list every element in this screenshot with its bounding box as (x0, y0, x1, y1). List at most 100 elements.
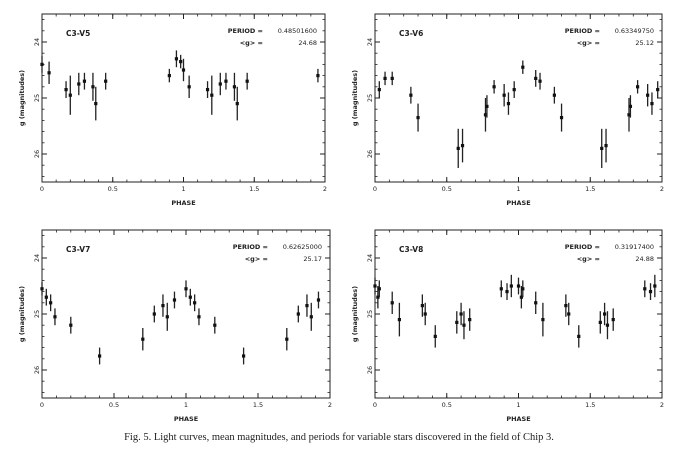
data-point (521, 287, 525, 291)
data-point (152, 312, 156, 316)
y-tick-label: 25 (366, 310, 374, 318)
star-label: C3-V5 (66, 29, 90, 38)
x-tick-label: 1 (181, 185, 185, 193)
data-point (519, 295, 523, 299)
data-point (552, 93, 556, 97)
plot-frame (374, 229, 663, 399)
x-tick-label: 0 (40, 401, 44, 409)
y-tick-label: 26 (33, 366, 41, 374)
data-point (468, 318, 472, 322)
x-tick-label: 1 (184, 401, 188, 409)
data-point (98, 354, 102, 358)
data-point (197, 315, 201, 319)
data-point (165, 315, 169, 319)
data-point (538, 79, 542, 83)
data-point (377, 287, 381, 291)
period-label: PERIOD = (565, 27, 600, 35)
data-point (646, 93, 650, 97)
data-point (210, 93, 214, 97)
mean-magnitude-value: 25.17 (303, 255, 322, 263)
data-point (104, 79, 108, 83)
data-point (512, 88, 516, 92)
data-point (305, 304, 309, 308)
data-point (605, 323, 610, 327)
x-tick-label: 1.5 (585, 401, 595, 409)
mean-magnitude-label: <g> = (245, 255, 268, 263)
x-tick-label: 0 (373, 185, 377, 193)
plot-frame (374, 13, 663, 183)
x-tick-label: 2 (323, 185, 327, 193)
data-point (509, 284, 513, 288)
data-point (188, 295, 192, 299)
y-axis-label: g (magnitudes) (18, 286, 26, 342)
data-point (534, 301, 538, 305)
x-tick-label: 0.5 (109, 401, 119, 409)
plot-frame (41, 13, 326, 183)
data-point (577, 334, 581, 338)
data-point (492, 85, 496, 89)
data-point (172, 298, 177, 302)
data-point (600, 146, 604, 150)
data-point (179, 60, 183, 64)
star-label: C3-V8 (399, 245, 423, 254)
period-value: 0.48501600 (278, 27, 317, 35)
x-tick-label: 1.5 (585, 185, 595, 193)
data-point (47, 71, 51, 75)
y-tick-label: 24 (366, 38, 374, 46)
mean-magnitude-value: 25.12 (635, 39, 654, 47)
data-point (235, 102, 239, 106)
data-point (309, 315, 313, 319)
data-point (77, 82, 81, 86)
light-curve-panel: 0 0.5 1 1.5 2 24 25 26 PHASE g (magnitudes) C3-V8 P… (351, 229, 664, 423)
data-point (521, 65, 525, 69)
data-point (603, 312, 607, 316)
data-point (316, 74, 320, 78)
data-point (541, 318, 545, 322)
data-point (224, 79, 228, 83)
x-tick-label: 0 (40, 185, 44, 193)
light-curve-panel: 0 0.5 1 1.5 2 24 25 26 PHASE g (magnitudes) C3-V5 P… (18, 13, 327, 207)
data-point (648, 290, 653, 294)
data-point (245, 79, 249, 83)
data-point (40, 62, 44, 66)
data-point (167, 74, 171, 78)
mean-magnitude-label: <g> = (577, 255, 600, 263)
data-point (213, 323, 217, 327)
x-tick-label: 0.5 (108, 185, 118, 193)
data-point (598, 320, 602, 324)
period-value: 0.63349750 (615, 27, 654, 35)
data-point (416, 116, 420, 120)
x-axis-label: PHASE (171, 199, 195, 207)
x-tick-label: 1 (516, 401, 520, 409)
data-point (499, 287, 503, 291)
data-point (91, 85, 95, 89)
y-axis-label: g (magnitudes) (351, 286, 359, 342)
data-point (502, 93, 506, 97)
data-point (516, 284, 521, 288)
data-point (420, 304, 424, 308)
y-tick-label: 24 (366, 254, 374, 262)
data-point (506, 102, 511, 106)
data-point (433, 334, 437, 338)
x-tick-label: 0.5 (442, 185, 452, 193)
x-tick-label: 0 (373, 401, 377, 409)
data-point (40, 287, 44, 291)
data-point (94, 102, 98, 106)
period-label: PERIOD = (228, 27, 263, 35)
data-point (390, 301, 394, 305)
data-point (460, 144, 465, 148)
data-point (423, 312, 427, 316)
data-point (242, 354, 246, 358)
y-tick-label: 26 (366, 150, 374, 158)
period-value: 0.62625000 (283, 243, 322, 251)
data-point (628, 104, 633, 108)
mean-magnitude-value: 24.88 (635, 255, 654, 263)
data-point (462, 323, 466, 327)
mean-magnitude-value: 24.68 (298, 39, 317, 47)
data-point (456, 146, 460, 150)
x-tick-label: 2 (328, 401, 332, 409)
data-point (505, 290, 509, 294)
data-point (559, 116, 564, 120)
data-point (373, 284, 377, 288)
